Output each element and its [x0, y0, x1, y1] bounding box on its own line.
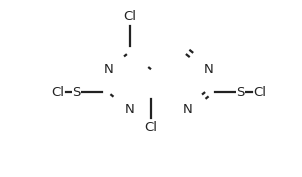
Text: N: N [183, 103, 192, 116]
Text: N: N [125, 103, 134, 116]
Text: N: N [103, 63, 113, 76]
Text: Cl: Cl [123, 10, 136, 23]
Text: Cl: Cl [253, 86, 266, 99]
Text: S: S [236, 86, 245, 99]
Text: Cl: Cl [51, 86, 64, 99]
Text: Cl: Cl [144, 121, 158, 135]
Text: N: N [204, 63, 214, 76]
Text: S: S [72, 86, 81, 99]
